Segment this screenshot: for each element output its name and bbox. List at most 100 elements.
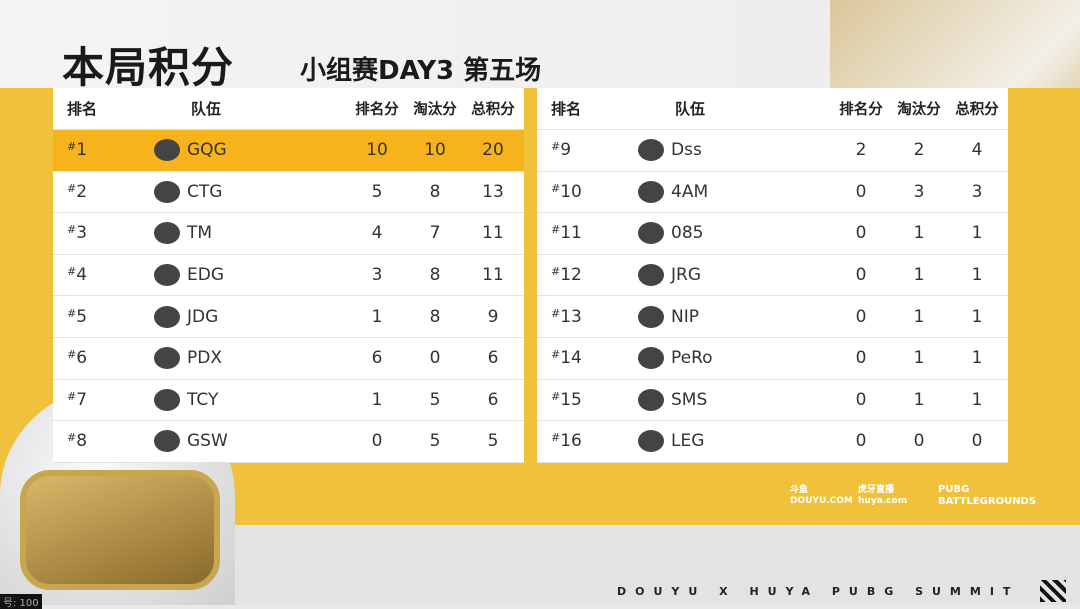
place-points: 5 bbox=[371, 181, 383, 202]
place-points: 0 bbox=[371, 431, 383, 452]
team-name: PDX bbox=[187, 348, 222, 369]
team-name: CTG bbox=[187, 181, 223, 202]
table-row: #10 4AM 0 3 3 bbox=[537, 172, 1008, 214]
kill-points: 1 bbox=[913, 306, 925, 327]
place-points: 0 bbox=[855, 348, 867, 369]
place-points: 10 bbox=[366, 140, 388, 161]
table-row: #13 NIP 0 1 1 bbox=[537, 296, 1008, 338]
place-points: 1 bbox=[371, 389, 383, 410]
pubg-logo: PUBG BATTLEGROUNDS bbox=[938, 484, 1037, 507]
team-cell: TCY bbox=[143, 388, 348, 411]
sponsor-logos: 斗鱼 DOUYU.COM 虎牙直播 huya.com PUBG BATTLEGR… bbox=[790, 484, 1037, 507]
rank-value: 8 bbox=[76, 431, 88, 452]
team-name: JRG bbox=[671, 265, 701, 286]
kill-points: 3 bbox=[913, 181, 925, 202]
total-points: 1 bbox=[971, 265, 983, 286]
team-cell: PeRo bbox=[627, 347, 832, 370]
huya-logo: 虎牙直播 huya.com bbox=[858, 485, 908, 506]
table-row: #7 TCY 1 5 6 bbox=[53, 380, 524, 422]
rank-value: 7 bbox=[76, 389, 88, 410]
header-kill-points: 淘汰分 bbox=[413, 102, 457, 118]
team-name: 085 bbox=[671, 223, 704, 244]
table-row: #6 PDX 6 0 6 bbox=[53, 338, 524, 380]
rank-value: 4 bbox=[76, 265, 88, 286]
team-logo-icon bbox=[638, 347, 664, 370]
rank-cell: #14 bbox=[551, 348, 582, 369]
team-name: GQG bbox=[187, 140, 227, 161]
kill-points: 8 bbox=[429, 265, 441, 286]
team-cell: Dss bbox=[627, 139, 832, 162]
kill-points: 1 bbox=[913, 223, 925, 244]
kill-points: 7 bbox=[429, 223, 441, 244]
total-points: 11 bbox=[482, 223, 504, 244]
team-cell: TM bbox=[143, 222, 348, 245]
table-row: #9 Dss 2 2 4 bbox=[537, 130, 1008, 172]
kill-points: 1 bbox=[913, 348, 925, 369]
team-cell: JRG bbox=[627, 264, 832, 287]
team-name: TM bbox=[187, 223, 213, 244]
rank-value: 10 bbox=[560, 181, 582, 202]
rank-cell: #4 bbox=[67, 265, 88, 286]
total-points: 1 bbox=[971, 348, 983, 369]
header-kill-points: 淘汰分 bbox=[897, 102, 941, 118]
table-row: #15 SMS 0 1 1 bbox=[537, 380, 1008, 422]
kill-points: 1 bbox=[913, 389, 925, 410]
table-row: #5 JDG 1 8 9 bbox=[53, 296, 524, 338]
team-name: GSW bbox=[187, 431, 228, 452]
corner-text: 号: 100 bbox=[0, 594, 42, 609]
footer-text: DOUYU X HUYA PUBG SUMMIT bbox=[617, 585, 1020, 598]
team-cell: 4AM bbox=[627, 180, 832, 203]
team-cell: GQG bbox=[143, 139, 348, 162]
team-logo-icon bbox=[154, 139, 180, 162]
team-cell: GSW bbox=[143, 430, 348, 453]
team-logo-icon bbox=[638, 264, 664, 287]
total-points: 1 bbox=[971, 223, 983, 244]
rank-value: 2 bbox=[76, 181, 88, 202]
rank-cell: #13 bbox=[551, 306, 582, 327]
header-team: 队伍 bbox=[191, 100, 222, 118]
header-total-points: 总积分 bbox=[471, 102, 515, 118]
rank-cell: #12 bbox=[551, 265, 582, 286]
rank-value: 14 bbox=[560, 348, 582, 369]
table-row: #2 CTG 5 8 13 bbox=[53, 172, 524, 214]
standings-table-right: 排名 队伍 排名分 淘汰分 总积分 #9 Dss 2 2 4 #10 4AM 0 3 3 #11 085 0 1 1 #… bbox=[537, 88, 1008, 463]
team-logo-icon bbox=[154, 347, 180, 370]
table-row: #3 TM 4 7 11 bbox=[53, 213, 524, 255]
page-title: 本局积分 bbox=[62, 43, 235, 92]
total-points: 1 bbox=[971, 389, 983, 410]
rank-cell: #16 bbox=[551, 431, 582, 452]
team-cell: NIP bbox=[627, 305, 832, 328]
total-points: 1 bbox=[971, 306, 983, 327]
page-subtitle: 小组赛DAY3 第五场 bbox=[300, 56, 542, 86]
total-points: 4 bbox=[971, 140, 983, 161]
team-logo-icon bbox=[154, 388, 180, 411]
team-name: JDG bbox=[187, 306, 219, 327]
rank-cell: #11 bbox=[551, 223, 582, 244]
total-points: 6 bbox=[487, 348, 499, 369]
team-cell: PDX bbox=[143, 347, 348, 370]
rank-value: 6 bbox=[76, 348, 88, 369]
standings-table-left: 排名 队伍 排名分 淘汰分 总积分 #1 GQG 10 10 20 #2 CTG 5 8 13 #3 TM 4 7 1… bbox=[53, 88, 524, 463]
table-row: #1 GQG 10 10 20 bbox=[53, 130, 524, 172]
total-points: 20 bbox=[482, 140, 504, 161]
place-points: 2 bbox=[855, 140, 867, 161]
rank-cell: #15 bbox=[551, 389, 582, 410]
place-points: 0 bbox=[855, 431, 867, 452]
header-place-points: 排名分 bbox=[839, 102, 883, 118]
table-row: #8 GSW 0 5 5 bbox=[53, 421, 524, 463]
rank-value: 5 bbox=[76, 306, 88, 327]
table-row: #14 PeRo 0 1 1 bbox=[537, 338, 1008, 380]
team-name: NIP bbox=[671, 306, 699, 327]
team-logo-icon bbox=[638, 305, 664, 328]
team-logo-icon bbox=[154, 222, 180, 245]
kill-points: 8 bbox=[429, 181, 441, 202]
team-logo-icon bbox=[638, 139, 664, 162]
rank-cell: #6 bbox=[67, 348, 88, 369]
header-rank: 排名 bbox=[67, 100, 98, 118]
team-logo-icon bbox=[638, 430, 664, 453]
header-total-points: 总积分 bbox=[955, 102, 999, 118]
rank-cell: #10 bbox=[551, 181, 582, 202]
place-points: 0 bbox=[855, 306, 867, 327]
total-points: 3 bbox=[971, 181, 983, 202]
total-points: 11 bbox=[482, 265, 504, 286]
